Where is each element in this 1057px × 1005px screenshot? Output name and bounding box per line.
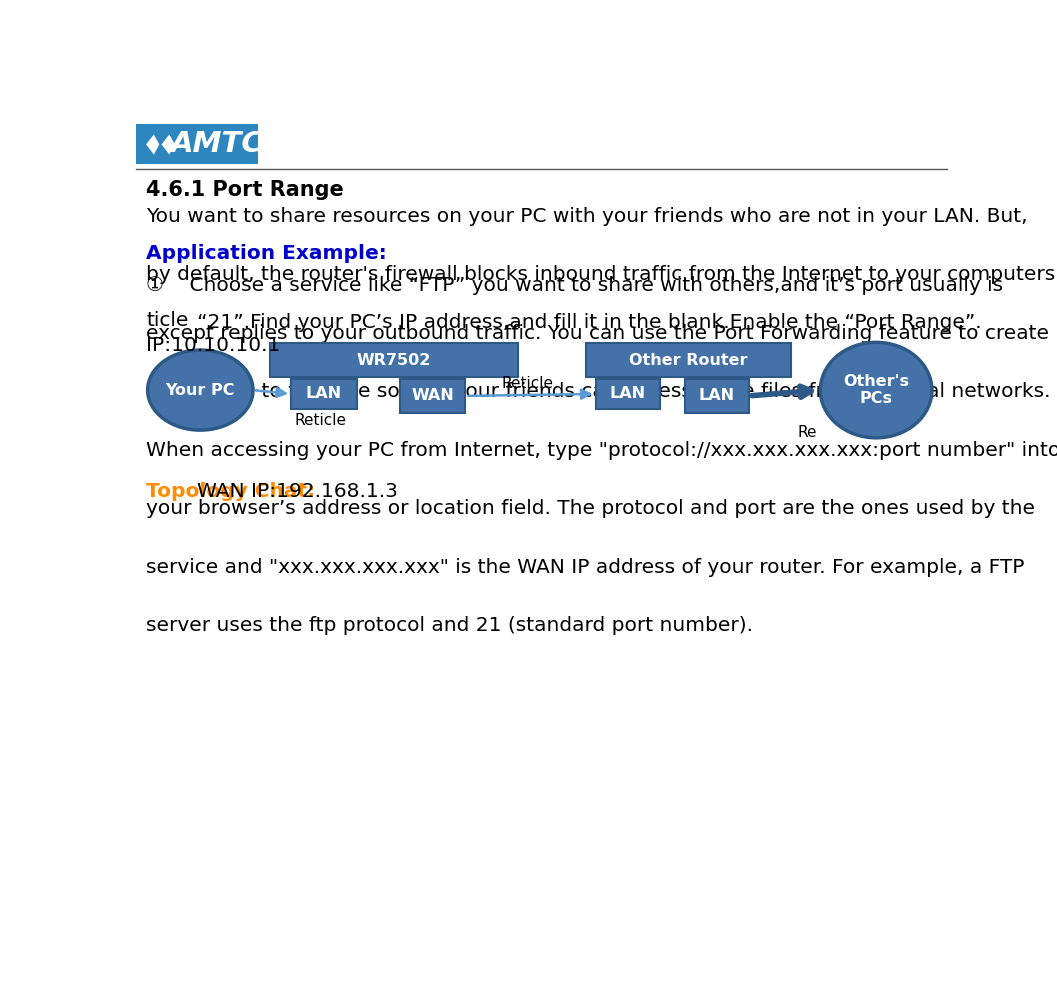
Text: Reticle: Reticle	[294, 413, 346, 428]
Text: except replies to your outbound traffic. You can use the Port Forwarding feature: except replies to your outbound traffic.…	[146, 324, 1050, 343]
Text: Reticle: Reticle	[501, 376, 554, 391]
FancyBboxPatch shape	[291, 379, 357, 409]
Text: WAN: WAN	[411, 388, 453, 403]
Text: WR7502: WR7502	[357, 353, 431, 368]
Text: Re: Re	[797, 425, 817, 440]
Text: Topology Chat:: Topology Chat:	[146, 481, 315, 500]
Text: Application Example:: Application Example:	[146, 244, 387, 262]
Text: Your PC: Your PC	[166, 383, 235, 398]
FancyBboxPatch shape	[271, 343, 518, 377]
FancyBboxPatch shape	[586, 343, 791, 377]
Text: IP:10.10.10.1: IP:10.10.10.1	[146, 337, 280, 355]
Polygon shape	[162, 135, 174, 155]
FancyBboxPatch shape	[136, 125, 259, 165]
Text: You want to share resources on your PC with your friends who are not in your LAN: You want to share resources on your PC w…	[146, 207, 1027, 226]
Text: AMTC: AMTC	[171, 131, 264, 159]
Text: service and "xxx.xxx.xxx.xxx" is the WAN IP address of your router. For example,: service and "xxx.xxx.xxx.xxx" is the WAN…	[146, 558, 1024, 577]
Text: ①    Choose a service like “FTP” you want to share with others,and it’s port usu: ① Choose a service like “FTP” you want t…	[146, 276, 1003, 295]
Polygon shape	[146, 135, 160, 155]
Text: “21”.Find your PC’s IP address,and fill it in the blank.Enable the “Port Range”.: “21”.Find your PC’s IP address,and fill …	[146, 314, 982, 332]
Text: LAN: LAN	[305, 387, 342, 401]
Text: by default, the router's firewall blocks inbound traffic from the Internet to yo: by default, the router's firewall blocks…	[146, 265, 1055, 284]
Text: server uses the ftp protocol and 21 (standard port number).: server uses the ftp protocol and 21 (sta…	[146, 616, 753, 635]
Text: exceptions to this rule so that your friends can access these files from externa: exceptions to this rule so that your fri…	[146, 382, 1051, 401]
Text: Other Router: Other Router	[629, 353, 747, 368]
FancyBboxPatch shape	[685, 379, 749, 413]
Text: your browser’s address or location field. The protocol and port are the ones use: your browser’s address or location field…	[146, 499, 1035, 519]
Text: ticle: ticle	[146, 311, 188, 330]
FancyBboxPatch shape	[595, 379, 660, 409]
Text: When accessing your PC from Internet, type "protocol://xxx.xxx.xxx.xxx:port numb: When accessing your PC from Internet, ty…	[146, 441, 1057, 460]
Text: WAN IP:192.168.1.3: WAN IP:192.168.1.3	[146, 481, 397, 500]
Text: LAN: LAN	[699, 388, 735, 403]
Ellipse shape	[820, 343, 932, 438]
Text: 4.6.1 Port Range: 4.6.1 Port Range	[146, 180, 344, 200]
FancyBboxPatch shape	[400, 379, 465, 413]
Ellipse shape	[148, 350, 253, 430]
Text: LAN: LAN	[610, 387, 646, 401]
Text: Other's
PCs: Other's PCs	[843, 374, 909, 406]
